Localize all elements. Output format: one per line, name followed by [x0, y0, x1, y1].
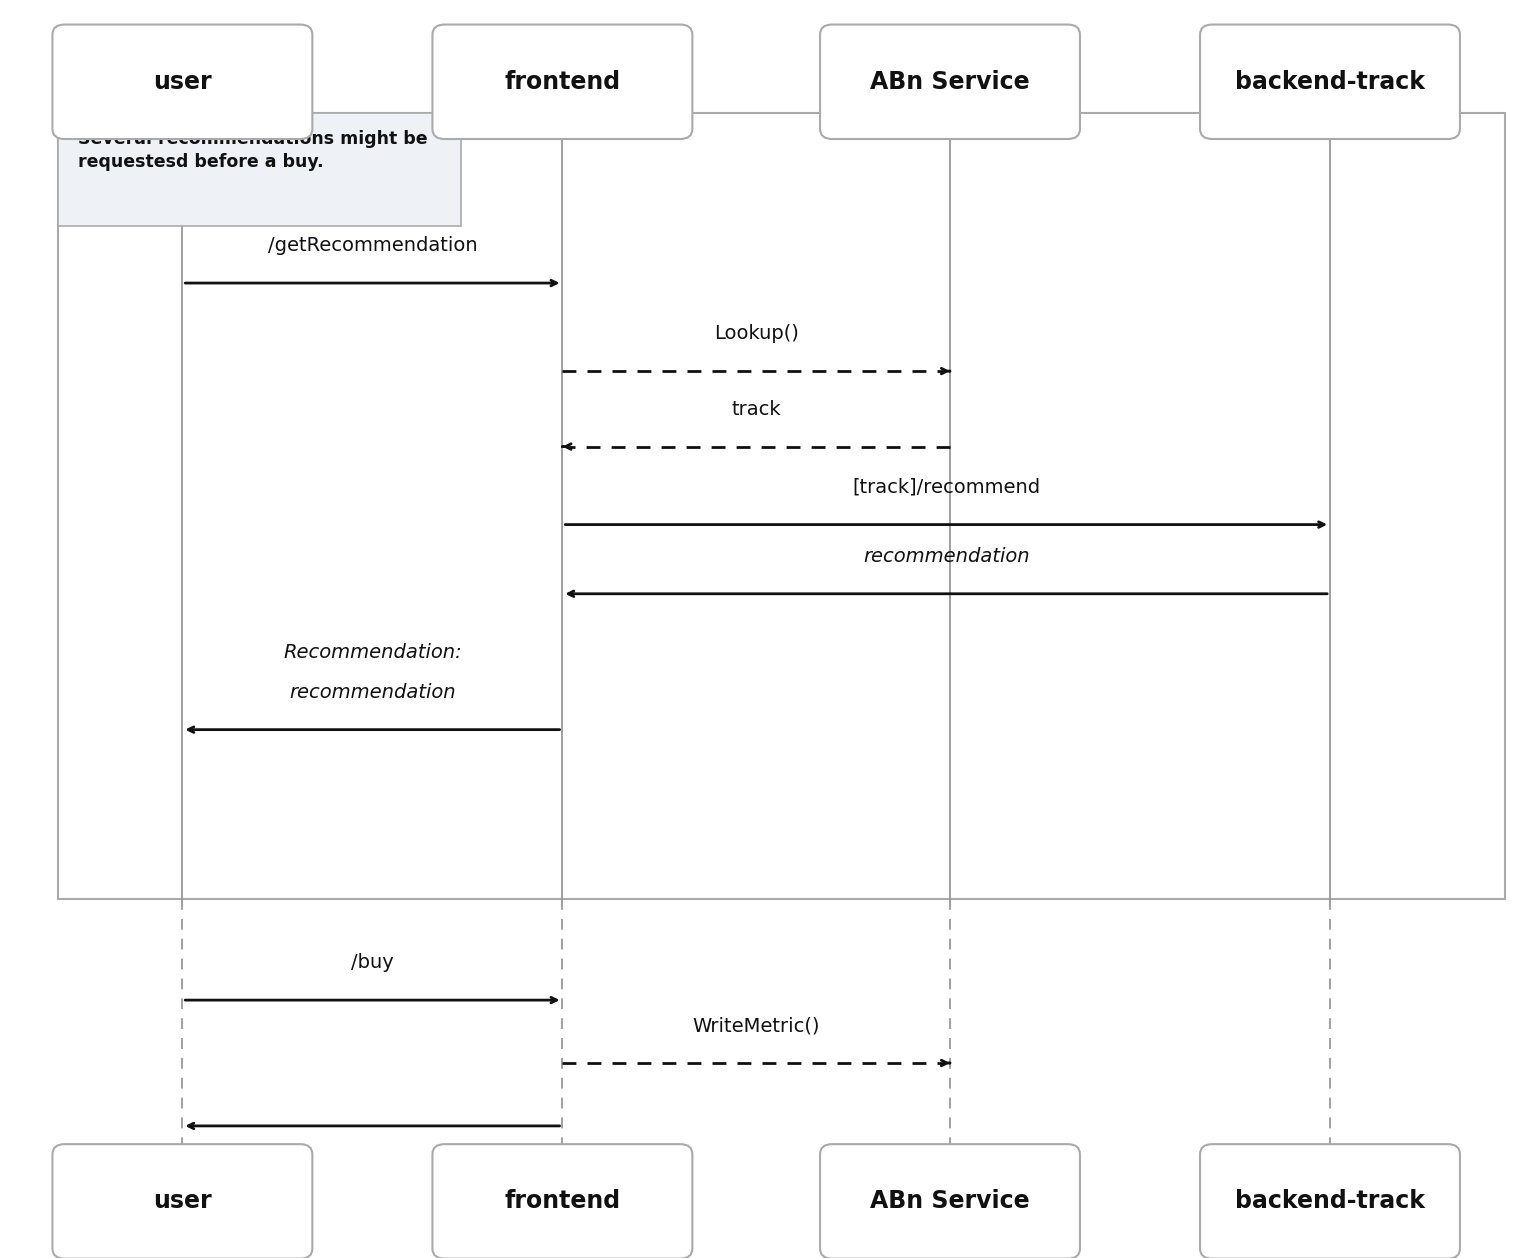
Text: Lookup(): Lookup()	[714, 325, 798, 343]
Text: track: track	[731, 400, 781, 419]
Text: recommendation: recommendation	[863, 547, 1029, 566]
Text: /getRecommendation: /getRecommendation	[268, 237, 477, 255]
Text: Several recommendations might be
requestesd before a buy.: Several recommendations might be request…	[78, 130, 427, 171]
Text: WriteMetric(): WriteMetric()	[693, 1016, 819, 1035]
Text: user: user	[154, 69, 211, 94]
Bar	[58, 113, 461, 226]
Text: [track]/recommend: [track]/recommend	[853, 478, 1040, 497]
FancyBboxPatch shape	[821, 24, 1079, 138]
FancyBboxPatch shape	[821, 1145, 1079, 1258]
Text: frontend: frontend	[505, 1189, 620, 1214]
Text: ABn Service: ABn Service	[869, 69, 1031, 94]
Text: recommendation: recommendation	[289, 683, 456, 702]
Bar	[58, 113, 1505, 899]
Text: Recommendation:: Recommendation:	[283, 643, 462, 662]
FancyBboxPatch shape	[432, 1145, 692, 1258]
FancyBboxPatch shape	[1201, 24, 1459, 138]
Text: backend-track: backend-track	[1234, 1189, 1426, 1214]
FancyBboxPatch shape	[432, 24, 692, 138]
Text: frontend: frontend	[505, 69, 620, 94]
Text: /buy: /buy	[351, 954, 394, 972]
FancyBboxPatch shape	[52, 1145, 312, 1258]
Text: backend-track: backend-track	[1234, 69, 1426, 94]
Text: ABn Service: ABn Service	[869, 1189, 1031, 1214]
FancyBboxPatch shape	[52, 24, 312, 138]
Text: user: user	[154, 1189, 211, 1214]
FancyBboxPatch shape	[1201, 1145, 1459, 1258]
